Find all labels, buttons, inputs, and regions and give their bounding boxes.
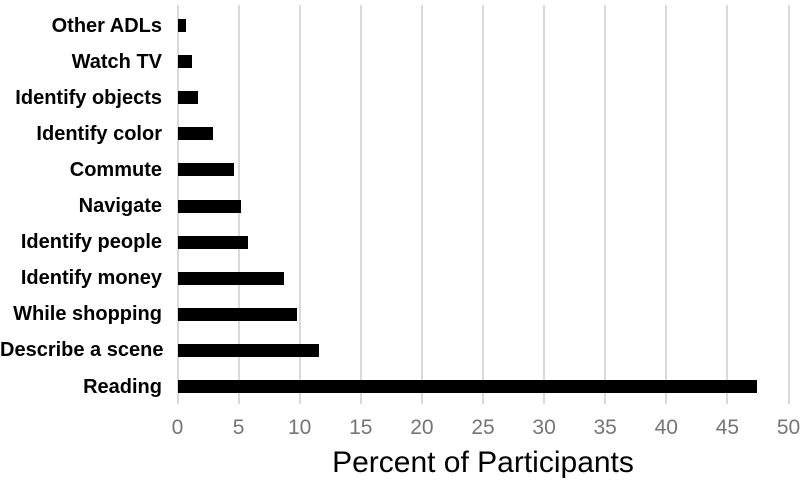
gridline-x-50 xyxy=(787,5,790,404)
bar-identify-objects xyxy=(177,91,199,105)
bar-identify-people xyxy=(177,235,249,249)
bar-commute xyxy=(177,163,234,177)
bar-other-adls xyxy=(177,19,187,32)
gridline-x-45 xyxy=(726,5,729,404)
gridline-x-10 xyxy=(298,5,301,404)
category-label: Describe a scene xyxy=(0,339,164,362)
category-label: Identify people xyxy=(20,231,162,254)
bar-reading xyxy=(177,380,757,393)
x-tick-label-50: 50 xyxy=(776,416,800,439)
gridline-x-30 xyxy=(543,5,546,404)
gridline-x-15 xyxy=(359,5,362,404)
x-tick-label-10: 10 xyxy=(288,416,312,439)
x-tick-label-0: 0 xyxy=(171,416,184,439)
category-label: Identify color xyxy=(36,122,162,145)
category-label: Commute xyxy=(69,158,162,181)
category-label: Other ADLs xyxy=(51,14,162,37)
category-label: Navigate xyxy=(78,195,162,217)
x-tick-label-45: 45 xyxy=(715,416,740,439)
x-tick-label-20: 20 xyxy=(410,416,434,439)
category-label: Identify objects xyxy=(15,86,162,109)
bar-navigate xyxy=(177,199,242,213)
bar-identify-money xyxy=(177,271,284,285)
x-tick-label-30: 30 xyxy=(532,416,556,439)
gridline-x-35 xyxy=(604,5,607,404)
x-axis-title: Percent of Participants xyxy=(332,446,634,479)
x-tick-label-15: 15 xyxy=(349,416,373,439)
x-tick-label-25: 25 xyxy=(471,416,495,439)
gridline-x-20 xyxy=(420,5,423,404)
bar-while-shopping xyxy=(177,307,298,321)
x-tick-label-40: 40 xyxy=(654,416,678,439)
gridline-x-40 xyxy=(665,5,668,404)
category-label: Reading xyxy=(83,375,162,398)
x-tick-label-35: 35 xyxy=(593,416,617,439)
category-label: Watch TV xyxy=(71,50,162,73)
x-tick-label-5: 5 xyxy=(232,416,245,439)
bar-describe-a-scene xyxy=(177,343,320,357)
category-label: Identify money xyxy=(20,267,162,290)
category-label: While shopping xyxy=(13,303,162,326)
gridline-x-25 xyxy=(482,5,484,404)
bar-watch-tv xyxy=(177,55,193,69)
bar-identify-color xyxy=(177,127,213,141)
